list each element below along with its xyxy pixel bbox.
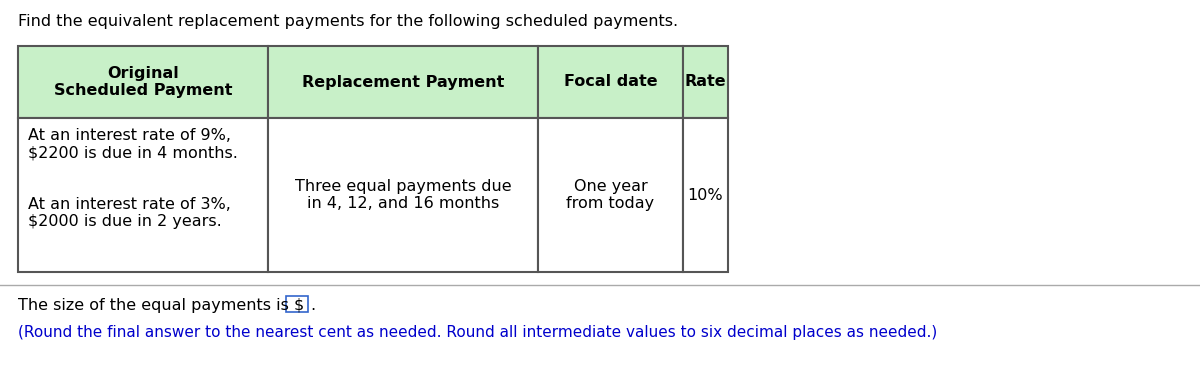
Text: Rate: Rate [685,75,726,90]
Text: Find the equivalent replacement payments for the following scheduled payments.: Find the equivalent replacement payments… [18,14,678,29]
Bar [683,118,728,272]
Text: 10%: 10% [688,188,724,203]
Text: Replacement Payment: Replacement Payment [302,75,504,90]
Bar [286,296,308,312]
Text: Original
Scheduled Payment: Original Scheduled Payment [54,66,233,98]
Text: Focal date: Focal date [564,75,658,90]
Text: (Round the final answer to the nearest cent as needed. Round all intermediate va: (Round the final answer to the nearest c… [18,325,937,340]
Bar [538,118,683,272]
Text: .: . [310,298,316,313]
Text: At an interest rate of 3%,
$2000 is due in 2 years.: At an interest rate of 3%, $2000 is due … [28,197,230,229]
Bar [538,46,683,118]
Text: At an interest rate of 9%,
$2200 is due in 4 months.: At an interest rate of 9%, $2200 is due … [28,128,238,160]
Bar [683,46,728,118]
Bar [268,118,538,272]
Bar [18,118,268,272]
Text: Three equal payments due
in 4, 12, and 16 months: Three equal payments due in 4, 12, and 1… [295,179,511,211]
Text: One year
from today: One year from today [566,179,654,211]
Text: The size of the equal payments is $: The size of the equal payments is $ [18,298,305,313]
Bar [268,46,538,118]
Bar [18,46,268,118]
